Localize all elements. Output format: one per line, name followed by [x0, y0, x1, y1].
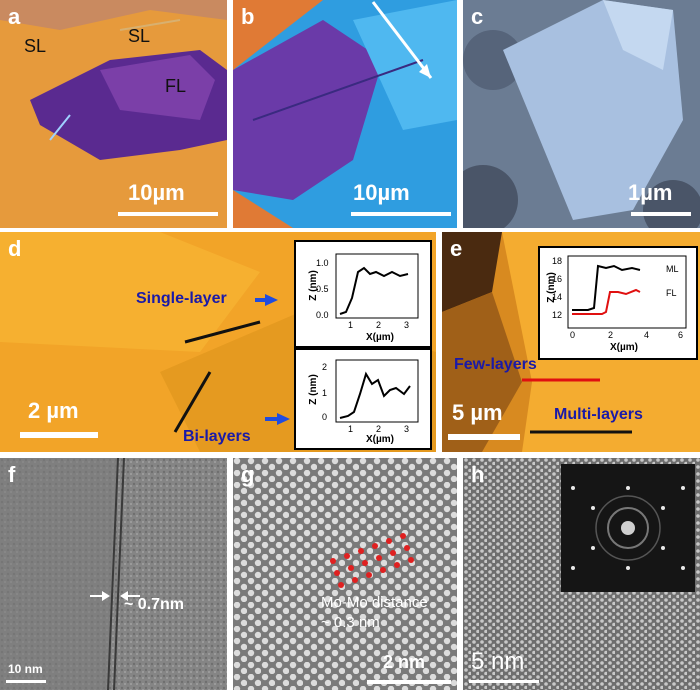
panel-g: g Mo-Mo distance ~ 0.3 nm 2 nm: [233, 458, 457, 690]
x-axis-label: X(µm): [366, 434, 394, 445]
few-layers-label: Few-layers: [454, 356, 537, 373]
optical-image-a: [0, 0, 227, 228]
hrtem-image-h: [463, 458, 700, 690]
x-tick: 1: [348, 424, 354, 434]
panel-label: a: [8, 4, 21, 29]
scale-text: 5 µm: [452, 400, 503, 425]
y-tick: 0: [322, 412, 328, 422]
height-profile-inset-1: Z (nm) X(µm) 0.0 0.5 1.0 1 2 3: [294, 240, 432, 348]
scale-text: 10µm: [353, 180, 410, 205]
panel-label: b: [241, 4, 255, 29]
hrtem-image-g: [233, 458, 457, 690]
spacing-label: ~ 0.7nm: [124, 596, 185, 613]
panel-c: c 1µm: [463, 0, 700, 228]
x-axis-label: X(µm): [366, 332, 394, 343]
y-tick: 16: [552, 274, 563, 284]
sem-image-c: [463, 0, 700, 228]
scale-bar: [631, 212, 691, 216]
scale-text: 2 µm: [28, 398, 79, 423]
distance-note-line-1: Mo-Mo distance: [321, 594, 428, 611]
panel-a: a SL SL FL 10µm: [0, 0, 227, 228]
scale-text: 2 nm: [383, 652, 426, 672]
y-tick: 12: [552, 310, 563, 320]
x-tick: 4: [644, 330, 650, 340]
scale-bar: [6, 680, 46, 683]
x-tick: 1: [348, 320, 354, 330]
x-tick: 3: [404, 424, 410, 434]
region-label-sl-1: SL: [24, 36, 47, 56]
x-tick: 2: [608, 330, 614, 340]
y-tick: 1.0: [316, 258, 329, 268]
bi-layers-label: Bi-layers: [183, 428, 251, 445]
panel-label: c: [471, 4, 484, 29]
y-tick: 0.0: [316, 310, 329, 320]
scale-bar: [118, 212, 218, 216]
scale-bar: [448, 434, 520, 440]
panel-f: f ~ 0.7nm 10 nm: [0, 458, 227, 690]
region-label-fl: FL: [165, 76, 187, 96]
scale-bar: [20, 432, 98, 438]
x-tick: 0: [570, 330, 576, 340]
panel-b: b 10µm: [233, 0, 457, 228]
scale-text: 5 nm: [471, 648, 525, 675]
single-layer-label: Single-layer: [136, 290, 227, 307]
panel-d: d Single-layer Bi-layers 2 µm Z (nm) X(µ…: [0, 232, 436, 452]
panel-label: f: [8, 462, 16, 487]
legend-ml: ML: [666, 264, 679, 274]
tem-image-f: [0, 458, 227, 690]
height-profile-inset-2: Z (nm) X(µm) 0 1 2 1 2 3: [294, 348, 432, 450]
panel-label: d: [8, 236, 22, 261]
scale-bar: [367, 680, 451, 684]
optical-image-b: [233, 0, 457, 228]
legend-fl: FL: [666, 288, 677, 298]
scale-text: 10 nm: [8, 662, 43, 676]
panel-e: e Few-layers Multi-layers 5 µm Z (nm) X(…: [442, 232, 700, 452]
x-tick: 2: [376, 320, 382, 330]
multi-layers-label: Multi-layers: [554, 406, 643, 423]
scale-text: 1µm: [628, 180, 673, 205]
panel-label: h: [471, 462, 485, 487]
height-profile-inset-e: Z (nm) X(µm) 12 14 16 18 0 2 4 6 ML FL: [538, 246, 698, 360]
x-tick: 2: [376, 424, 382, 434]
scale-bar: [351, 212, 451, 216]
distance-note-line-2: ~ 0.3 nm: [321, 614, 380, 631]
y-tick: 14: [552, 292, 563, 302]
region-label-sl-2: SL: [128, 26, 151, 46]
y-tick: 2: [322, 362, 328, 372]
panel-h: h 5 nm: [463, 458, 700, 690]
x-tick: 3: [404, 320, 410, 330]
panel-label: g: [241, 462, 255, 487]
panel-label: e: [450, 236, 463, 261]
y-tick: 1: [322, 388, 328, 398]
y-axis-label: Z (nm): [307, 374, 319, 405]
x-axis-label: X(µm): [610, 342, 638, 353]
y-tick: 0.5: [316, 284, 329, 294]
scale-text: 10µm: [128, 180, 185, 205]
x-tick: 6: [678, 330, 684, 340]
y-tick: 18: [552, 256, 563, 266]
scale-bar: [469, 680, 539, 683]
